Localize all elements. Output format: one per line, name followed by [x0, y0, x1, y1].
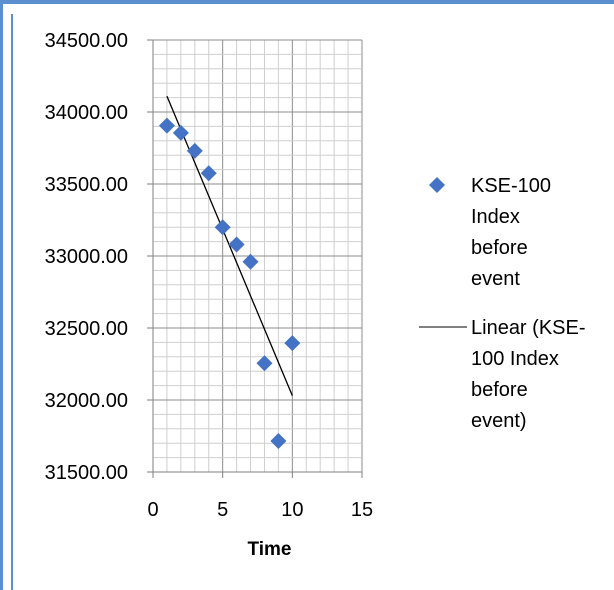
y-tick-label: 33500.00 [45, 174, 128, 196]
data-point [186, 142, 203, 159]
data-point [200, 165, 217, 182]
chart-legend: KSE-100 Index before event Linear (KSE- 100 I… [419, 175, 586, 432]
y-tick-label: 34000.00 [45, 102, 128, 124]
frame-left-border [0, 0, 3, 590]
legend-label-trendline: 100 Index [471, 348, 559, 370]
x-tick-label: 5 [217, 499, 228, 521]
plot-axes [147, 39, 363, 478]
y-tick-label: 32000.00 [45, 390, 128, 412]
legend-marker-diamond [429, 177, 445, 193]
y-tick-label: 32500.00 [45, 318, 128, 340]
legend-label-series: Index [471, 206, 520, 228]
data-point [242, 253, 259, 270]
data-point [172, 124, 189, 141]
legend-label-series: before [471, 237, 528, 259]
x-axis-title: Time [247, 539, 291, 560]
y-tick-label: 31500.00 [45, 462, 128, 484]
legend-label-trendline: event) [471, 410, 527, 432]
data-point [284, 335, 301, 352]
frame-inner-left-border [11, 14, 13, 590]
plot-gridlines [152, 39, 363, 473]
legend-label-trendline: before [471, 379, 528, 401]
linear-trendline [166, 95, 293, 396]
frame-top-border [0, 0, 614, 4]
y-tick-label: 34500.00 [45, 30, 128, 52]
y-tick-labels: 31500.00 32000.00 32500.00 33000.00 33500.00… [45, 30, 128, 484]
x-tick-label: 10 [281, 499, 303, 521]
legend-label-series: KSE-100 [471, 175, 551, 197]
data-point [228, 236, 245, 253]
trendline-group [166, 95, 293, 396]
data-point [158, 117, 175, 134]
data-point [214, 219, 231, 236]
legend-label-series: event [471, 268, 520, 290]
x-tick-label: 15 [351, 499, 373, 521]
x-tick-labels: 0 5 10 15 [147, 499, 373, 521]
x-tick-label: 0 [147, 499, 158, 521]
y-tick-label: 33000.00 [45, 246, 128, 268]
data-point [256, 355, 273, 372]
data-point [270, 433, 287, 450]
data-points [158, 117, 301, 450]
legend-label-trendline: Linear (KSE- [471, 317, 586, 339]
